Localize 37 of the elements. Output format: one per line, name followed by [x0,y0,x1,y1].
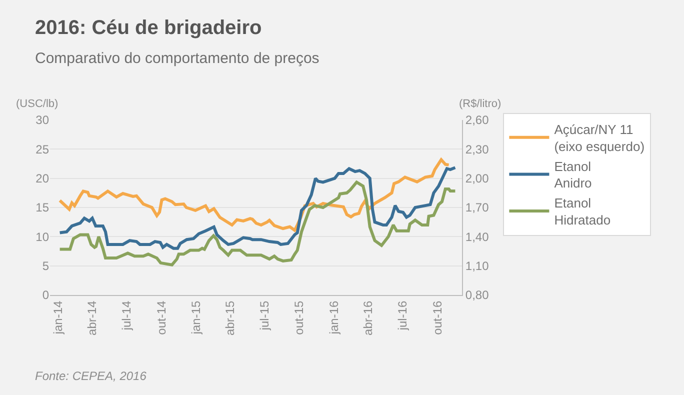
chart-title: 2016: Céu de brigadeiro [35,17,262,39]
x-tick-label: abr-15 [223,300,238,336]
x-tick-label: jan-16 [326,300,341,336]
y-tick-label: 15 [36,200,50,215]
x-tick-label: abr-16 [361,300,376,336]
x-tick-label: jul-16 [396,300,410,332]
source-note: Fonte: CEPEA, 2016 [35,369,147,383]
legend-label: Açúcar/NY 11 (eixo esquerdo) [554,122,645,154]
line-series [58,158,450,232]
y-tick-label: 10 [36,230,50,244]
x-tick-label: abr-14 [85,300,100,336]
line-series [58,166,457,250]
y-tick-label: 0 [42,288,50,302]
x-tick-label: jul-14 [120,300,134,332]
y2-tick-label: 2,00 [465,172,490,186]
x-tick-label: out-14 [154,300,168,335]
y2-axis-title: (R$/litro) [459,98,502,110]
y2-tick-label: 1,70 [465,200,490,215]
y-tick-label: 25 [36,142,50,156]
y2-tick-label: 1,10 [465,259,490,274]
y-tick-label: 5 [42,259,50,274]
x-tick-label: jul-15 [257,300,272,332]
legend-label: Etanol Hidratado [554,196,611,228]
x-tick-label: jan-15 [189,300,204,336]
chart-subtitle: Comparativo do comportamento de preços [35,50,320,67]
y2-tick-label: 0,80 [465,288,490,302]
y-axis-title: (USC/lb) [16,98,58,110]
y-tick-label: 30 [36,113,50,128]
legend-label: Etanol Anidro [554,158,592,191]
x-tick-label: out-15 [292,300,306,335]
y2-tick-label: 2,30 [465,142,490,156]
line-series [58,180,457,266]
y2-tick-label: 2,60 [465,113,490,128]
y-tick-label: 20 [36,172,50,186]
x-tick-label: out-16 [430,300,444,335]
y2-tick-label: 1,40 [465,230,490,244]
x-tick-label: jan-14 [51,300,66,336]
